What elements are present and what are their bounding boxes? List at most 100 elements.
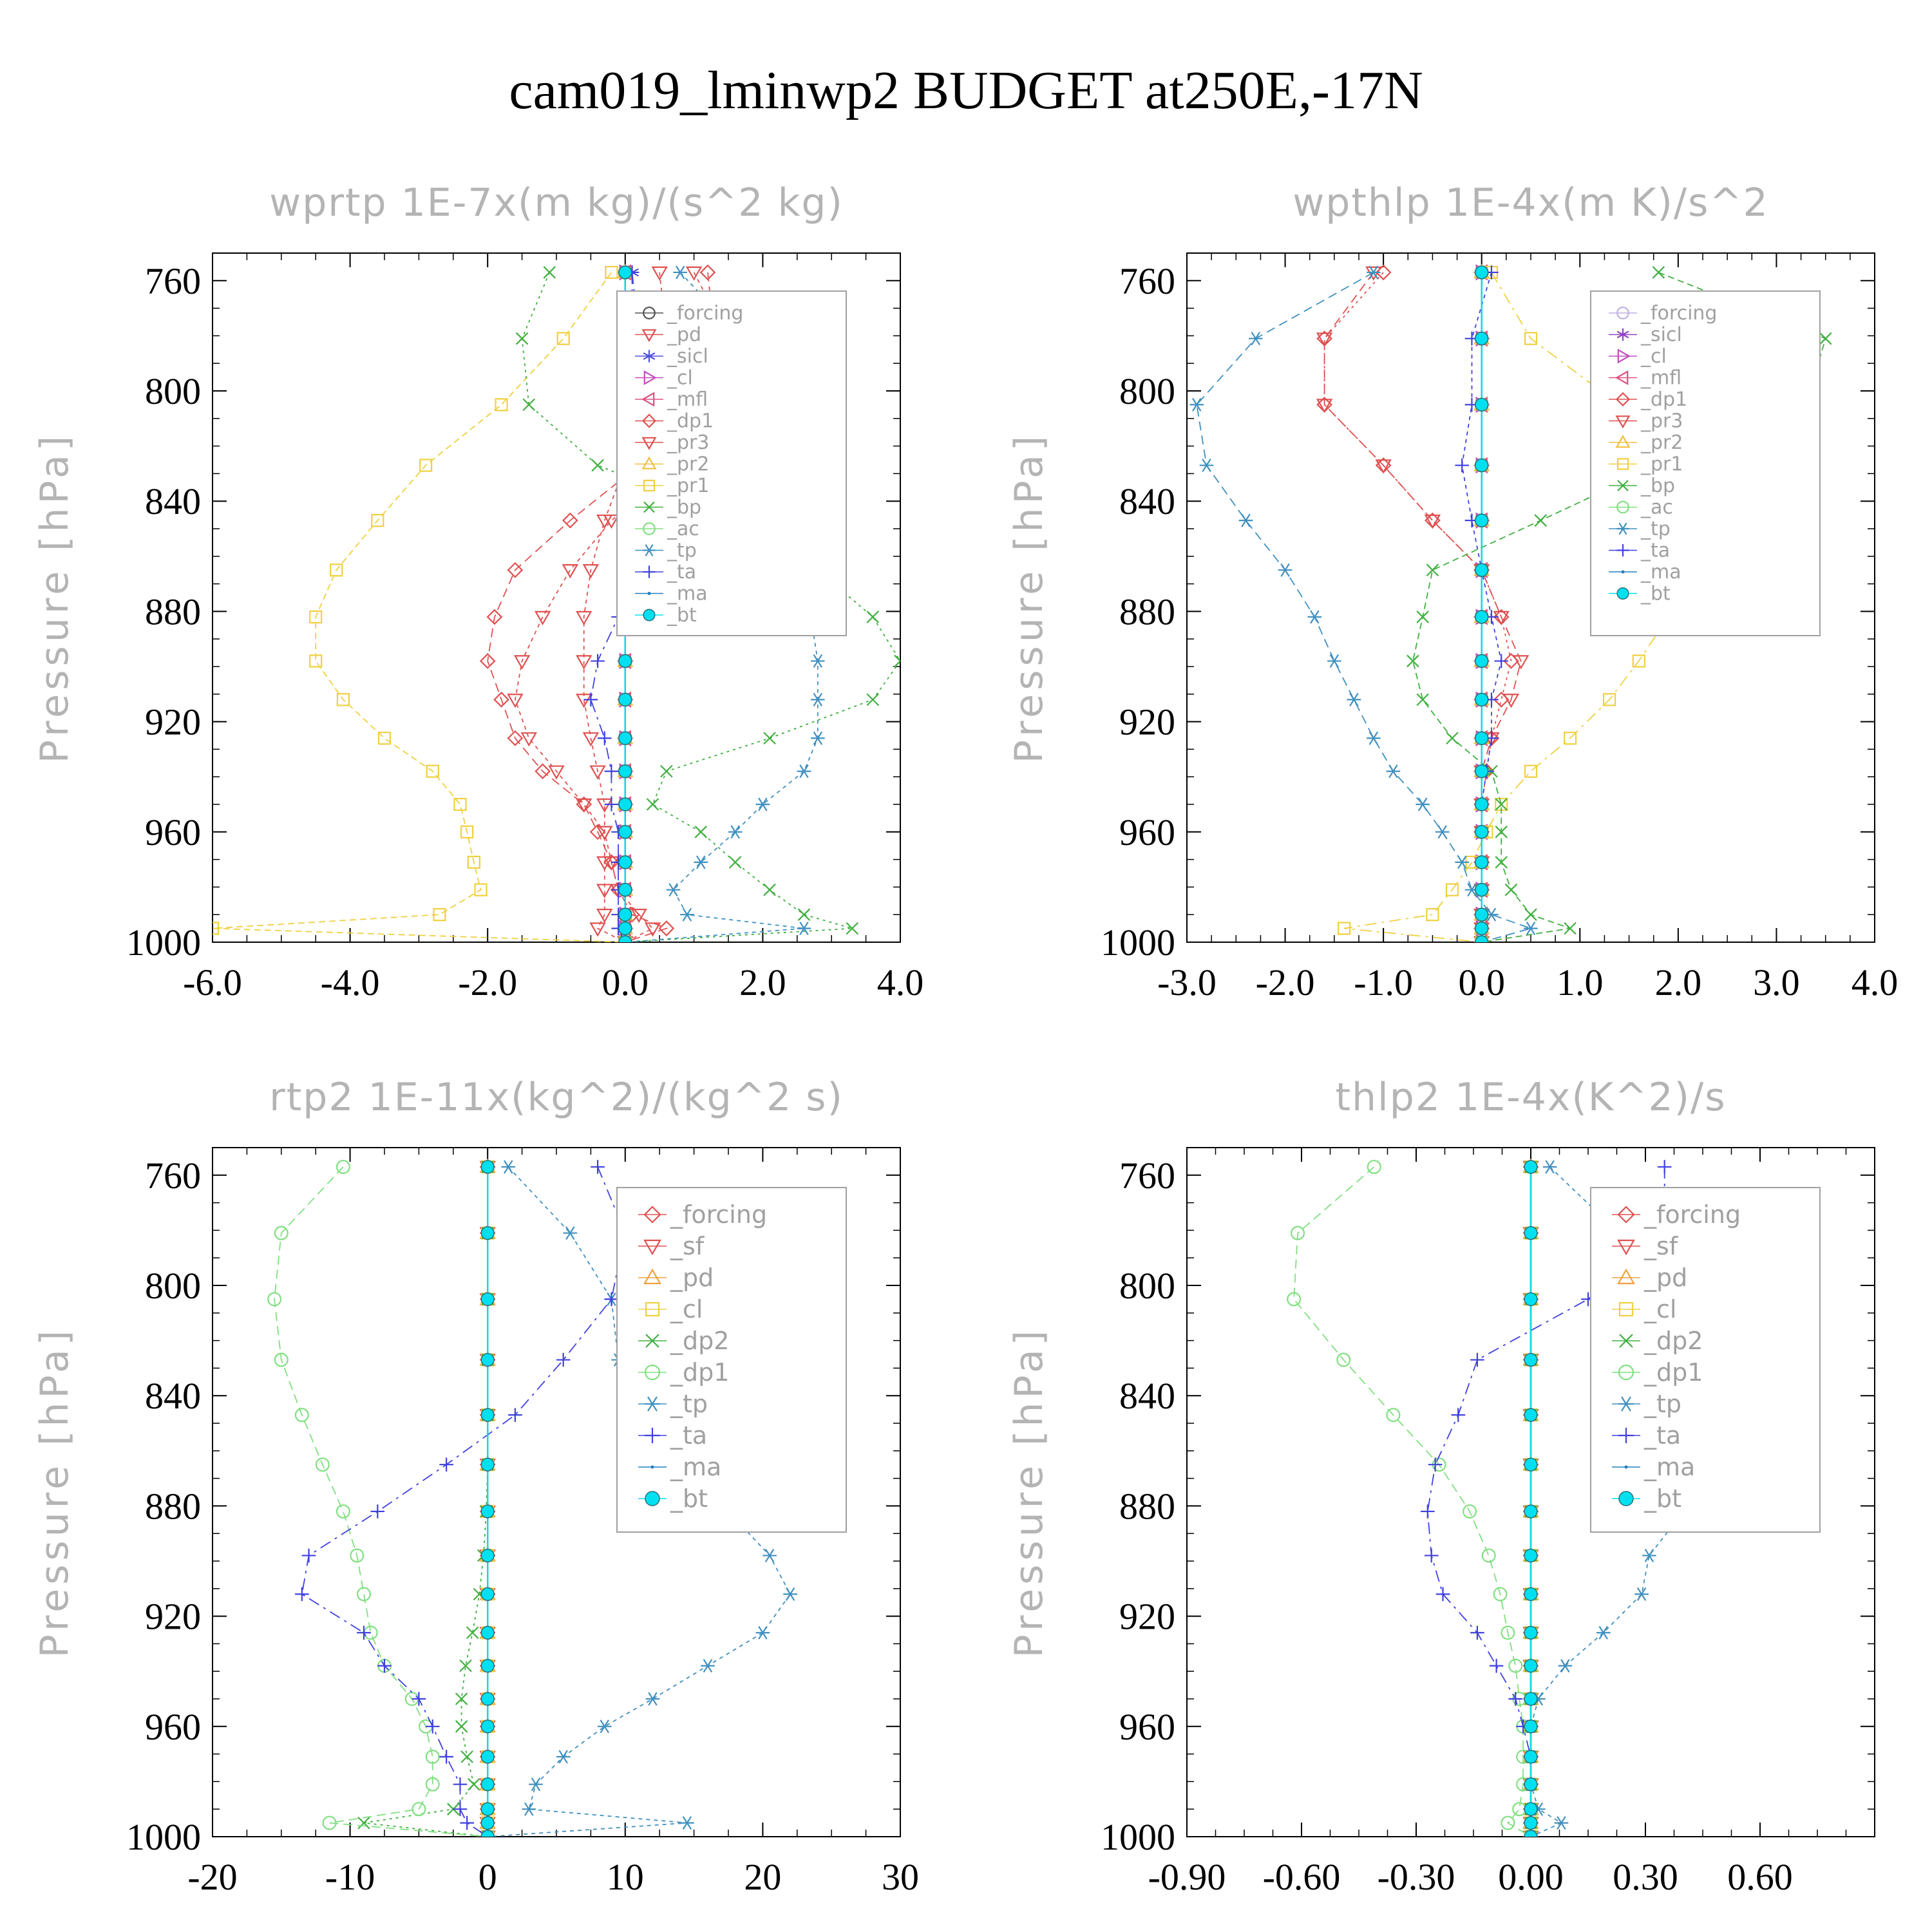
- data-point: [460, 825, 474, 838]
- legend-marker: [1616, 307, 1629, 319]
- legend-marker: [1617, 1239, 1635, 1256]
- data-point: [459, 1659, 472, 1672]
- legend-label: _pr2: [1640, 431, 1683, 454]
- data-point: [596, 798, 613, 813]
- data-point: [1534, 514, 1548, 527]
- data-point: [336, 1159, 350, 1174]
- data-point: [1602, 693, 1616, 706]
- data-point: [1652, 266, 1665, 279]
- x-tick-label: -10: [325, 1856, 375, 1898]
- data-point: [1508, 1658, 1523, 1673]
- legend-marker: [1616, 328, 1629, 341]
- legend-box: [616, 290, 847, 636]
- data-point: [479, 653, 496, 669]
- data-point: [694, 855, 708, 869]
- data-point: [1819, 332, 1832, 345]
- x-tick-label: 0.30: [1613, 1856, 1678, 1898]
- x-tick-label: -20: [187, 1856, 237, 1898]
- data-point: [412, 1692, 426, 1706]
- legend-marker: [645, 1428, 660, 1443]
- data-point: [1563, 732, 1577, 745]
- data-point: [1475, 397, 1489, 412]
- figure-title: cam019_lminwp2 BUDGET at250E,-17N: [509, 61, 1423, 120]
- legend-marker: [1616, 500, 1629, 514]
- series-line-pr3: [1323, 272, 1522, 942]
- legend-marker: [641, 413, 657, 428]
- data-point: [589, 922, 606, 937]
- legend-label: _bp: [1640, 475, 1675, 497]
- data-point: [425, 1777, 440, 1792]
- data-point: [1367, 265, 1381, 279]
- data-point: [1316, 332, 1333, 347]
- data-point: [426, 764, 439, 778]
- data-point: [412, 1802, 426, 1817]
- y-tick-label: 960: [145, 811, 201, 853]
- data-point: [377, 1658, 392, 1673]
- data-point: [1508, 1692, 1523, 1706]
- data-point: [680, 907, 694, 922]
- data-point: [295, 1587, 309, 1602]
- x-tick-label: 0.0: [602, 961, 649, 1003]
- data-point: [630, 909, 647, 923]
- data-point: [377, 732, 392, 745]
- data-point: [591, 654, 605, 668]
- series-line-tp: [1196, 272, 1533, 942]
- data-point: [274, 1352, 289, 1367]
- data-point: [1632, 654, 1645, 668]
- data-point: [644, 922, 661, 937]
- legend-marker: [643, 307, 656, 319]
- data-point: [797, 922, 811, 936]
- y-tick-label: 920: [145, 1596, 201, 1638]
- data-point: [474, 883, 488, 896]
- data-point: [522, 398, 536, 412]
- x-tick-label: -3.0: [1157, 961, 1217, 1003]
- x-tick-label: -0.90: [1148, 1856, 1226, 1898]
- legend-label: _pd: [1643, 1264, 1687, 1292]
- legend-label: _cl: [1640, 345, 1667, 368]
- data-point: [507, 730, 524, 746]
- legend: _forcing_sicl_cl_mfl_dp1_pr3_pr2_pr1_bp_…: [1590, 290, 1821, 636]
- data-point: [1445, 883, 1459, 896]
- y-tick-label: 800: [145, 370, 201, 412]
- data-point: [604, 797, 619, 811]
- data-point: [1513, 655, 1530, 670]
- data-point: [651, 266, 668, 281]
- legend-label: _ac: [1640, 497, 1673, 519]
- legend-marker: [1617, 480, 1629, 491]
- legend-label: _forcing: [1643, 1200, 1741, 1229]
- data-point: [309, 610, 323, 624]
- data-point: [811, 731, 825, 745]
- data-point: [480, 1548, 495, 1563]
- data-point: [1307, 610, 1322, 624]
- data-point: [1502, 694, 1520, 708]
- data-point: [267, 1292, 282, 1307]
- data-point: [309, 654, 323, 668]
- data-point: [646, 798, 659, 811]
- data-point: [1524, 1587, 1538, 1602]
- data-point: [480, 1815, 495, 1830]
- data-point: [1278, 563, 1293, 577]
- legend-marker: [1618, 1428, 1634, 1443]
- data-point: [762, 1548, 777, 1562]
- data-point: [1524, 1777, 1538, 1792]
- legend-box: [616, 1187, 847, 1533]
- data-point: [1189, 397, 1204, 412]
- data-point: [1435, 1587, 1450, 1602]
- y-tick-label: 960: [1119, 1706, 1175, 1748]
- data-point: [604, 764, 619, 779]
- legend-label: _ma: [1640, 561, 1681, 583]
- y-tick-label: 1000: [1101, 1816, 1175, 1858]
- data-point: [797, 908, 811, 921]
- data-point: [357, 1625, 371, 1640]
- data-point: [460, 1815, 474, 1830]
- legend-label: _ta: [1643, 1421, 1681, 1450]
- data-point: [582, 732, 600, 747]
- legend-marker: [1617, 1268, 1635, 1285]
- data-point: [1475, 825, 1489, 839]
- data-point: [1475, 563, 1489, 577]
- data-point: [480, 1830, 495, 1837]
- legend-marker: [641, 329, 657, 343]
- data-point: [658, 920, 675, 936]
- data-point: [811, 654, 825, 668]
- x-tick-label: 0.0: [1458, 961, 1505, 1003]
